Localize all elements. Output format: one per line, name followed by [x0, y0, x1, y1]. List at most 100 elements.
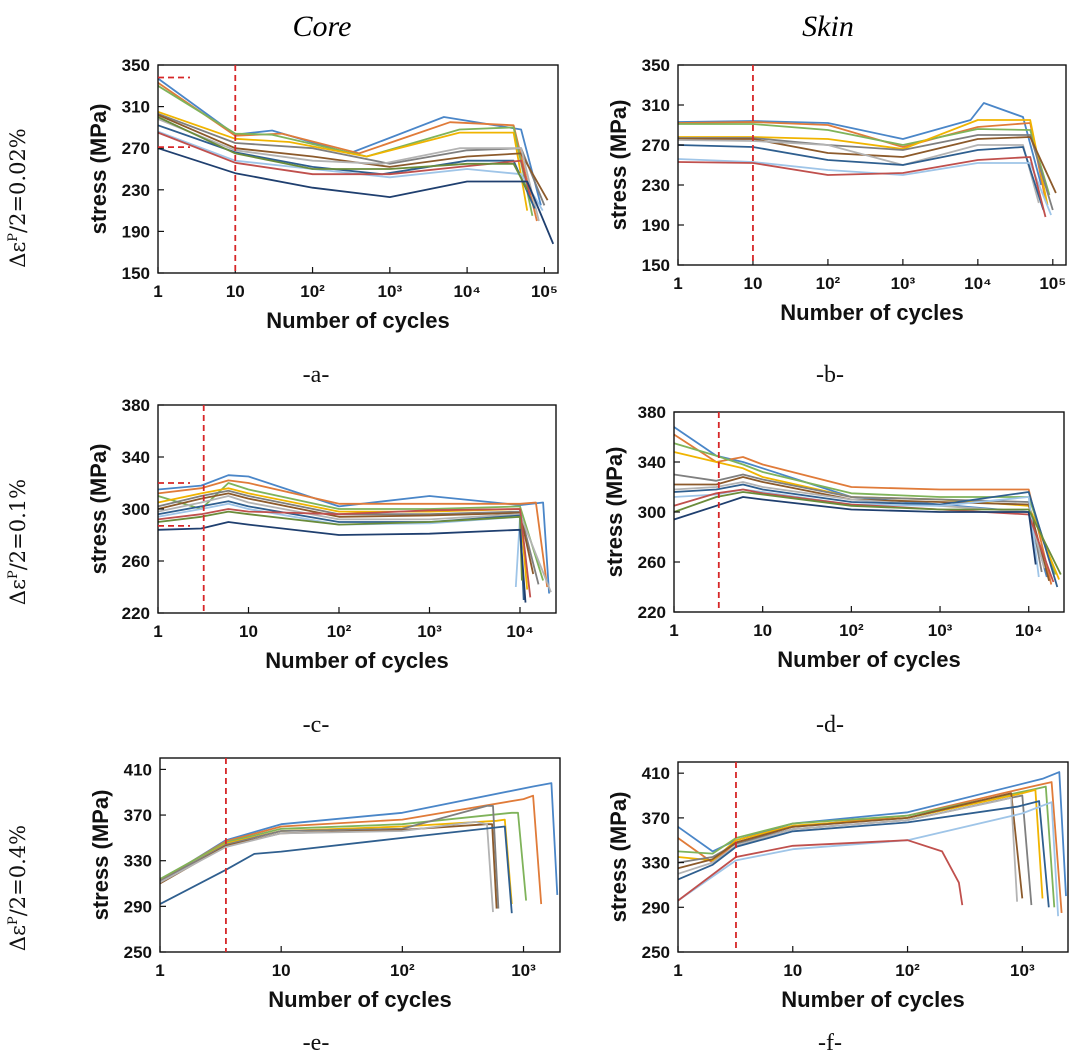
x-tick-label: 10⁴ — [453, 282, 480, 301]
x-tick-label: 1 — [155, 961, 164, 980]
y-tick-label: 270 — [642, 136, 670, 155]
x-tick-label: 10⁵ — [531, 282, 558, 301]
plot-frame — [157, 64, 559, 274]
y-axis-title: stress (MPa) — [606, 792, 631, 923]
series-line — [159, 821, 494, 913]
x-tick-label: 10² — [839, 621, 864, 640]
series-line — [157, 495, 552, 593]
series-line — [673, 442, 1057, 575]
x-tick-label: 10 — [226, 282, 245, 301]
panel-label-b: -b- — [816, 362, 844, 388]
series-line — [157, 521, 527, 603]
y-tick-label: 300 — [638, 503, 666, 522]
chart-d: 220 260 300 340 380 1 10 10² 10³ 10⁴ Number of cyc… — [602, 403, 1065, 672]
panel-label-a: -a- — [302, 362, 330, 388]
x-tick-label: 10⁵ — [1039, 274, 1066, 293]
x-axis-title: Number of cycles — [266, 308, 449, 333]
series-line — [673, 481, 1046, 569]
x-axis-title: Number of cycles — [265, 648, 448, 673]
x-tick-label: 10⁴ — [506, 622, 533, 641]
panel-label-f: -f- — [818, 1030, 842, 1056]
y-tick-label: 380 — [122, 396, 150, 415]
series-line — [677, 839, 964, 906]
series-line — [157, 479, 549, 588]
chart-e: 250 290 330 370 410 1 10 10² 10³ Number of cycles… — [88, 757, 561, 1012]
y-tick-label: 260 — [638, 553, 666, 572]
series-line — [157, 489, 540, 585]
y-tick-label: 370 — [642, 809, 670, 828]
x-tick-label: 10³ — [891, 274, 916, 293]
column-title-core: Core — [292, 10, 352, 43]
panel-label-e: -e- — [302, 1030, 330, 1056]
series-line — [677, 792, 1024, 899]
y-tick-label: 190 — [642, 216, 670, 235]
series-line — [673, 491, 1062, 575]
series-line — [677, 785, 1056, 908]
series-line — [677, 102, 1043, 186]
x-tick-label: 10³ — [1010, 961, 1035, 980]
y-tick-label: 330 — [642, 854, 670, 873]
y-tick-label: 190 — [122, 222, 150, 241]
x-tick-label: 10 — [743, 274, 762, 293]
y-tick-label: 260 — [122, 552, 150, 571]
series-line — [677, 156, 1047, 218]
x-tick-label: 10⁴ — [964, 274, 991, 293]
x-axis-title: Number of cycles — [780, 300, 963, 325]
y-tick-label: 270 — [122, 139, 150, 158]
series-line — [677, 158, 1052, 216]
y-tick-label: 290 — [124, 897, 152, 916]
series-line — [673, 451, 1060, 580]
x-tick-label: 10³ — [928, 621, 953, 640]
chart-c: 220 260 300 340 380 1 10 10² 10³ 10⁴ Number of cyc… — [86, 396, 557, 673]
y-tick-label: 220 — [638, 603, 666, 622]
y-tick-label: 310 — [642, 96, 670, 115]
y-axis-title: stress (MPa) — [606, 100, 631, 231]
series-line — [157, 147, 555, 245]
series-line — [673, 473, 1043, 573]
x-tick-label: 10² — [816, 274, 841, 293]
series-line — [673, 433, 1053, 585]
chart-f: 250 290 330 370 410 1 10 10² 10³ Number of cycles… — [606, 761, 1069, 1012]
y-tick-label: 230 — [122, 181, 150, 200]
chart-b: 150 190 230 270 310 350 1 10 10² 10³ 10⁴ 10⁵ Number … — [606, 56, 1067, 325]
series-line — [157, 492, 535, 575]
series-line — [673, 488, 1055, 583]
y-tick-label: 150 — [642, 256, 670, 275]
x-axis-title: Number of cycles — [268, 987, 451, 1012]
series-line — [678, 123, 1051, 196]
y-tick-label: 250 — [124, 943, 152, 962]
x-tick-label: 10³ — [378, 282, 403, 301]
series-line — [674, 476, 1050, 582]
y-tick-label: 310 — [122, 98, 150, 117]
series-line — [157, 510, 523, 581]
y-tick-label: 350 — [122, 56, 150, 75]
x-tick-label: 10² — [327, 622, 352, 641]
y-tick-label: 330 — [124, 852, 152, 871]
series-line — [673, 483, 1059, 588]
y-tick-label: 220 — [122, 604, 150, 623]
y-tick-label: 340 — [122, 448, 150, 467]
x-axis-title: Number of cycles — [781, 987, 964, 1012]
x-tick-label: 10² — [300, 282, 325, 301]
y-tick-label: 380 — [638, 403, 666, 422]
plot-frame — [159, 757, 561, 953]
x-tick-label: 10³ — [417, 622, 442, 641]
x-tick-label: 1 — [669, 621, 678, 640]
y-axis-title: stress (MPa) — [86, 444, 111, 575]
plot-frame — [677, 64, 1067, 266]
x-tick-label: 1 — [153, 282, 162, 301]
x-tick-label: 10² — [390, 961, 415, 980]
x-tick-label: 10 — [753, 621, 772, 640]
x-tick-label: 10 — [272, 961, 291, 980]
x-tick-label: 10⁴ — [1015, 621, 1042, 640]
x-tick-label: 1 — [673, 274, 682, 293]
series-line — [159, 825, 513, 914]
series-line — [677, 796, 1018, 902]
plot-frame — [677, 761, 1069, 953]
y-tick-label: 300 — [122, 500, 150, 519]
series-line — [673, 496, 1037, 565]
y-tick-label: 250 — [642, 943, 670, 962]
x-tick-label: 10 — [783, 961, 802, 980]
y-tick-label: 290 — [642, 898, 670, 917]
